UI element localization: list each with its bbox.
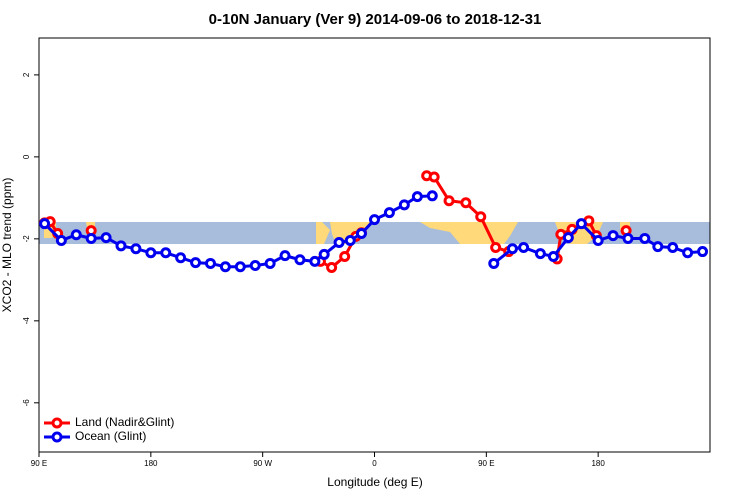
land-shape [420,222,518,244]
y-axis-label: XCO2 - MLO trend (ppm) [0,178,14,313]
x-tick-label: 90 E [31,459,47,468]
data-point [249,259,261,271]
x-tick-label: 180 [591,459,605,468]
data-point [309,255,321,267]
data-point [234,261,246,273]
data-point [667,241,679,253]
data-point [160,247,172,259]
data-point [55,234,67,246]
data-point [175,252,187,264]
y-tick-label: -2 [22,235,31,243]
legend: Land (Nadir&Glint) Ocean (Glint) [44,415,174,443]
x-tick-label: 0 [372,459,377,468]
data-point [547,250,559,262]
data-point [70,229,82,241]
data-point [398,199,410,211]
data-point [85,232,97,244]
data-point [682,247,694,259]
y-tick-label: 2 [22,72,31,77]
data-point [100,232,112,244]
legend-marker [51,417,63,429]
data-point [534,248,546,260]
data-point [279,250,291,262]
data-point [264,257,276,269]
chart-title: 0-10N January (Ver 9) 2014-09-06 to 2018… [209,11,542,28]
data-point [488,257,500,269]
data-point [355,228,367,240]
data-point [339,250,351,262]
data-point [428,171,440,183]
data-point [622,232,634,244]
data-point [426,190,438,202]
x-tick-label: 180 [144,459,158,468]
data-point [490,241,502,253]
legend-label: Ocean (Glint) [75,429,146,443]
data-point [518,241,530,253]
data-point [294,254,306,266]
data-point [130,243,142,255]
data-point [39,218,51,230]
data-point [318,248,330,260]
data-point [607,230,619,242]
x-tick-label: 90 E [478,459,494,468]
x-axis-label: Longitude (deg E) [327,475,422,489]
data-point [475,211,487,223]
data-point [411,191,423,203]
data-point [204,257,216,269]
legend-marker [51,431,63,443]
data-point [562,232,574,244]
data-point [145,247,157,259]
land-shape [316,222,330,244]
data-point [219,261,231,273]
y-tick-label: 0 [22,154,31,159]
data-point [506,243,518,255]
data-point [652,241,664,253]
data-point [639,232,651,244]
data-point [326,262,338,274]
data-point [443,195,455,207]
data-point [592,234,604,246]
legend-label: Land (Nadir&Glint) [75,415,174,429]
data-point [697,246,709,258]
x-tick-label: 90 W [253,459,272,468]
data-point [575,218,587,230]
data-point [115,240,127,252]
ocean-band [39,222,710,244]
data-point [383,207,395,219]
data-point [460,197,472,209]
data-point [333,237,345,249]
y-tick-label: -4 [22,317,31,325]
y-tick-label: -6 [22,399,31,407]
data-point [190,257,202,269]
data-point [344,234,356,246]
data-point [369,214,380,226]
